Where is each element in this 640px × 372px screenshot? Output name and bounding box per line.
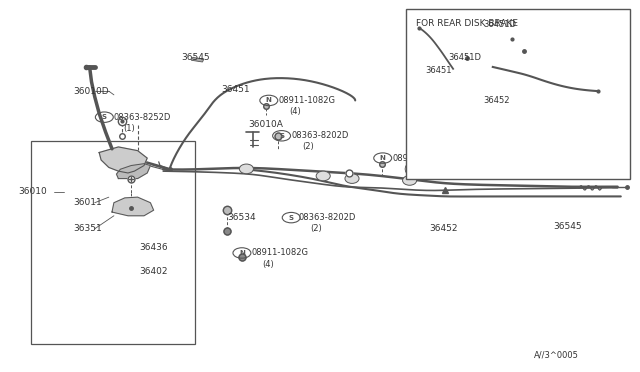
Text: (2): (2) — [310, 224, 321, 233]
Text: 36452: 36452 — [483, 96, 509, 105]
Bar — [191, 57, 204, 62]
Text: 36534: 36534 — [227, 213, 256, 222]
Text: (2): (2) — [302, 142, 314, 151]
Text: 08911-1082G: 08911-1082G — [392, 154, 449, 163]
Ellipse shape — [316, 171, 330, 181]
Text: 08911-1082G: 08911-1082G — [252, 248, 308, 257]
Text: 08911-1082G: 08911-1082G — [278, 96, 335, 105]
Text: S: S — [102, 114, 107, 120]
Text: 36451D: 36451D — [448, 53, 481, 62]
Text: 36010A: 36010A — [248, 120, 283, 129]
Text: FOR REAR DISK BRAKE: FOR REAR DISK BRAKE — [416, 19, 518, 28]
Ellipse shape — [345, 174, 359, 183]
Text: 08363-8202D: 08363-8202D — [299, 213, 356, 222]
Text: S: S — [279, 133, 284, 139]
Polygon shape — [116, 164, 150, 179]
Polygon shape — [99, 147, 147, 173]
Text: S: S — [289, 215, 294, 221]
Text: 36011: 36011 — [74, 198, 102, 207]
Bar — [31, 141, 195, 344]
Text: 36010: 36010 — [18, 187, 47, 196]
Bar — [406, 9, 630, 179]
Text: 36351: 36351 — [74, 224, 102, 233]
Text: N: N — [380, 155, 386, 161]
Text: (4): (4) — [289, 107, 301, 116]
Text: (1): (1) — [124, 124, 135, 133]
Text: (4): (4) — [262, 260, 274, 269]
Text: 08363-8202D: 08363-8202D — [291, 131, 349, 140]
Text: 36545: 36545 — [181, 53, 210, 62]
Ellipse shape — [239, 164, 253, 174]
Text: 36010D: 36010D — [74, 87, 109, 96]
Text: 36452: 36452 — [429, 224, 458, 233]
Text: (4): (4) — [403, 165, 415, 174]
Text: 08363-8252D: 08363-8252D — [114, 113, 172, 122]
Text: A//3^0005: A//3^0005 — [534, 351, 579, 360]
Ellipse shape — [403, 176, 417, 185]
Text: 36451: 36451 — [426, 66, 452, 75]
Text: 36545: 36545 — [554, 222, 582, 231]
Text: 36436: 36436 — [140, 243, 168, 252]
Text: 36402: 36402 — [140, 267, 168, 276]
Text: N: N — [266, 97, 272, 103]
Polygon shape — [112, 197, 154, 216]
Text: N: N — [239, 250, 245, 256]
Text: 36451: 36451 — [221, 85, 250, 94]
Text: 36451D: 36451D — [483, 20, 516, 29]
